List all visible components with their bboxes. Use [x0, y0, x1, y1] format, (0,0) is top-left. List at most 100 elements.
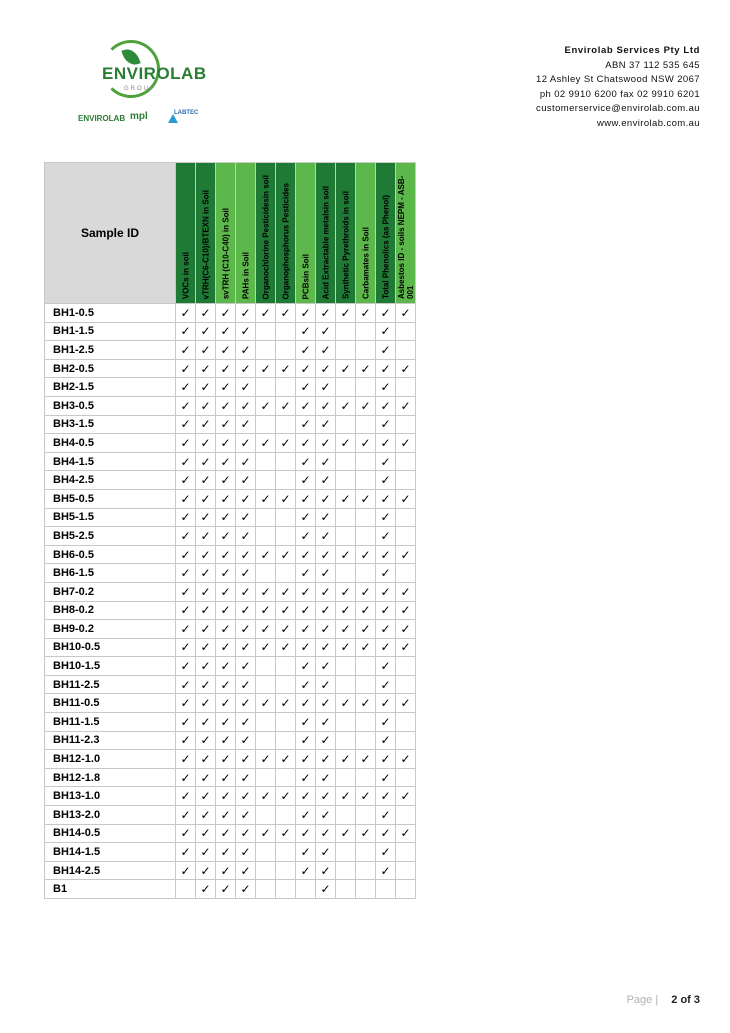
analysis-cell: ✓ [355, 823, 376, 844]
checkmark-icon: ✓ [380, 863, 391, 878]
analysis-cell: ✓ [315, 414, 336, 435]
checkmark-icon: ✓ [300, 528, 311, 543]
checkmark-icon: ✓ [380, 398, 391, 413]
analysis-cell: ✓ [375, 730, 396, 751]
checkmark-icon: ✓ [360, 305, 371, 320]
checkmark-icon: ✓ [200, 305, 211, 320]
analysis-cell: ✓ [295, 377, 316, 397]
checkmark-icon: ✓ [240, 845, 251, 860]
checkmark-icon: ✓ [240, 305, 251, 320]
checkmark-icon: ✓ [380, 714, 391, 729]
analysis-cell: ✓ [315, 749, 336, 769]
table-row: BH7-0.2 ✓ ✓ ✓ ✓ ✓ ✓ ✓ ✓ ✓ ✓ ✓ ✓ [44, 581, 416, 602]
analysis-cell: ✓ [315, 805, 336, 825]
checkmark-icon: ✓ [320, 640, 331, 655]
sub-logo-mpl: mpl [130, 111, 148, 122]
analysis-cell: ✓ [275, 303, 296, 323]
checkmark-icon: ✓ [180, 435, 191, 450]
analysis-cell [255, 526, 276, 546]
checkmark-icon: ✓ [200, 342, 211, 357]
analysis-cell: ✓ [315, 507, 336, 528]
analysis-cell: ✓ [235, 842, 256, 862]
checkmark-icon: ✓ [320, 510, 331, 525]
checkmark-icon: ✓ [320, 789, 331, 804]
checkmark-icon: ✓ [220, 659, 231, 674]
analysis-cell: ✓ [195, 377, 216, 397]
analysis-cell: ✓ [375, 619, 396, 639]
checkmark-icon: ✓ [300, 752, 311, 767]
column-header: PAHs in Soil [235, 162, 256, 304]
sample-id-cell: BH13-1.0 [44, 786, 176, 807]
checkmark-icon: ✓ [180, 380, 191, 395]
checkmark-icon: ✓ [180, 398, 191, 413]
checkmark-icon: ✓ [200, 789, 211, 804]
analysis-cell [255, 377, 276, 397]
analysis-cell: ✓ [235, 377, 256, 397]
table-row: BH11-2.3 ✓ ✓ ✓ ✓ ✓ ✓ ✓ [44, 730, 416, 751]
checkmark-icon: ✓ [260, 584, 271, 599]
analysis-cell: ✓ [315, 470, 336, 490]
analysis-cell: ✓ [295, 321, 316, 342]
analysis-cell [335, 712, 356, 732]
checkmark-icon: ✓ [280, 584, 291, 599]
analysis-cell: ✓ [235, 321, 256, 342]
checkmark-icon: ✓ [200, 528, 211, 543]
checkmark-icon: ✓ [260, 435, 271, 450]
checkmark-icon: ✓ [400, 621, 411, 636]
sample-id-cell: BH14-0.5 [44, 823, 176, 844]
analysis-cell: ✓ [375, 860, 396, 881]
checkmark-icon: ✓ [240, 398, 251, 413]
sample-id-cell: BH12-1.0 [44, 749, 176, 769]
analysis-cell: ✓ [175, 805, 196, 825]
checkmark-icon: ✓ [400, 752, 411, 767]
column-header: VOCs in soil [175, 162, 196, 304]
analysis-cell: ✓ [195, 507, 216, 528]
checkmark-icon: ✓ [280, 789, 291, 804]
analysis-cell: ✓ [175, 842, 196, 862]
analysis-cell: ✓ [375, 712, 396, 732]
analysis-cell: ✓ [335, 488, 356, 509]
analysis-cell: ✓ [315, 303, 336, 323]
analysis-cell: ✓ [175, 860, 196, 881]
sample-id-cell: BH5-0.5 [44, 488, 176, 509]
analysis-cell [175, 879, 196, 899]
table-row: BH13-2.0 ✓ ✓ ✓ ✓ ✓ ✓ ✓ [44, 805, 416, 825]
analysis-cell [255, 805, 276, 825]
checkmark-icon: ✓ [340, 584, 351, 599]
checkmark-icon: ✓ [380, 752, 391, 767]
table-row: BH1-1.5 ✓ ✓ ✓ ✓ ✓ ✓ ✓ [44, 321, 416, 342]
checkmark-icon: ✓ [380, 491, 391, 506]
checkmark-icon: ✓ [400, 491, 411, 506]
checkmark-icon: ✓ [280, 752, 291, 767]
sample-id-cell: BH1-1.5 [44, 321, 176, 342]
analysis-cell: ✓ [295, 600, 316, 621]
checkmark-icon: ✓ [320, 603, 331, 618]
analysis-cell: ✓ [175, 507, 196, 528]
analysis-cell [395, 526, 416, 546]
checkmark-icon: ✓ [320, 491, 331, 506]
analysis-cell: ✓ [375, 340, 396, 360]
analysis-cell: ✓ [275, 581, 296, 602]
analysis-cell: ✓ [375, 749, 396, 769]
checkmark-icon: ✓ [280, 547, 291, 562]
checkmark-icon: ✓ [220, 510, 231, 525]
company-phone-fax: ph 02 9910 6200 fax 02 9910 6201 [539, 88, 700, 100]
analysis-cell: ✓ [175, 395, 196, 416]
analysis-cell: ✓ [375, 600, 396, 621]
analysis-cell: ✓ [335, 823, 356, 844]
checkmark-icon: ✓ [260, 305, 271, 320]
analysis-cell: ✓ [235, 303, 256, 323]
analysis-cell [275, 879, 296, 899]
analysis-cell: ✓ [255, 581, 276, 602]
analysis-cell: ✓ [175, 712, 196, 732]
analysis-cell: ✓ [215, 507, 236, 528]
analysis-cell: ✓ [375, 544, 396, 565]
analysis-cell [275, 805, 296, 825]
analysis-cell: ✓ [215, 805, 236, 825]
checkmark-icon: ✓ [220, 733, 231, 748]
table-header-row: Sample ID VOCs in soil vTRH(C6-C10)/BTEXN… [44, 162, 416, 304]
checkmark-icon: ✓ [260, 752, 271, 767]
checkmark-icon: ✓ [380, 789, 391, 804]
checkmark-icon: ✓ [300, 473, 311, 488]
column-header: vTRH(C6-C10)/BTEXN in Soil [195, 162, 216, 304]
